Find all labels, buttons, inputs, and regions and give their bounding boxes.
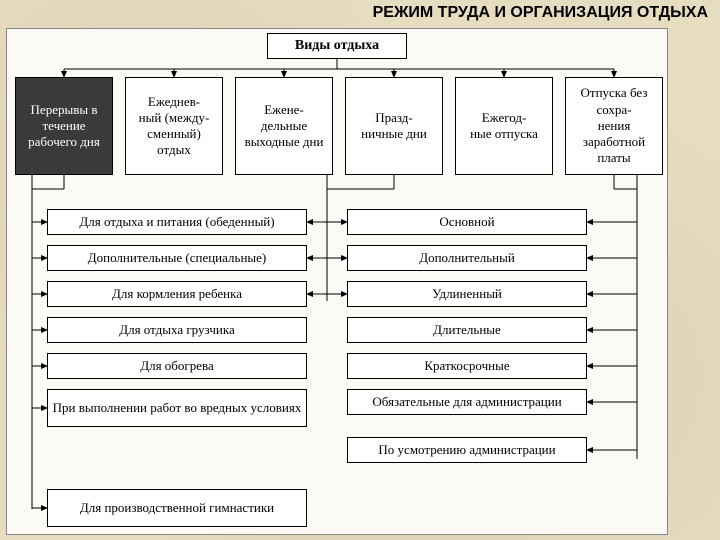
left-l3: Для кормления ребенка — [47, 281, 307, 307]
left-l7: Для производственной гимнастики — [47, 489, 307, 527]
right-r6: Обязательные для администрации — [347, 389, 587, 415]
left-l5: Для обогрева — [47, 353, 307, 379]
right-r7: По усмотрению администрации — [347, 437, 587, 463]
top-c3: Ежене- дельные выходные дни — [235, 77, 333, 175]
right-r2: Дополнительный — [347, 245, 587, 271]
page-title: РЕЖИМ ТРУДА И ОРГАНИЗАЦИЯ ОТДЫХА — [373, 4, 708, 22]
right-r3: Удлиненный — [347, 281, 587, 307]
top-c5: Ежегод- ные отпуска — [455, 77, 553, 175]
left-l1: Для отдыха и питания (обеденный) — [47, 209, 307, 235]
left-l6: При выполнении работ во вредных условиях — [47, 389, 307, 427]
top-c6: Отпуска без сохра- нения заработной плат… — [565, 77, 663, 175]
right-r4: Длительные — [347, 317, 587, 343]
top-c1: Перерывы в течение рабочего дня — [15, 77, 113, 175]
diagram-panel: Виды отдыха Перерывы в течение рабочего … — [6, 28, 668, 535]
right-r5: Краткосрочные — [347, 353, 587, 379]
left-l2: Дополнительные (специальные) — [47, 245, 307, 271]
left-l4: Для отдыха грузчика — [47, 317, 307, 343]
top-c4: Празд- ничные дни — [345, 77, 443, 175]
root-box: Виды отдыха — [267, 33, 407, 59]
top-c2: Ежеднев- ный (между- сменный) отдых — [125, 77, 223, 175]
right-r1: Основной — [347, 209, 587, 235]
